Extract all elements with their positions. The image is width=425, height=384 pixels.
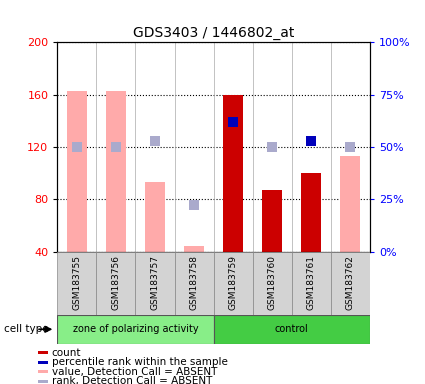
Bar	[106, 91, 126, 252]
Text: rank, Detection Call = ABSENT: rank, Detection Call = ABSENT	[51, 376, 212, 384]
Bar	[340, 156, 360, 252]
Point	[308, 137, 314, 144]
Point	[191, 202, 198, 209]
Text: count: count	[51, 348, 81, 358]
Text: value, Detection Call = ABSENT: value, Detection Call = ABSENT	[51, 367, 217, 377]
Text: GSM183759: GSM183759	[229, 255, 238, 310]
Point	[269, 144, 275, 150]
Bar	[38, 380, 48, 383]
Point	[152, 137, 159, 144]
Text: cell type: cell type	[4, 324, 49, 334]
Bar	[175, 252, 213, 317]
Bar	[136, 252, 175, 317]
Bar	[38, 370, 48, 373]
Bar	[145, 182, 165, 252]
Text: GSM183757: GSM183757	[150, 255, 159, 310]
Bar	[38, 361, 48, 364]
Bar	[252, 252, 292, 317]
Bar	[213, 252, 252, 317]
Text: GSM183758: GSM183758	[190, 255, 198, 310]
Bar	[213, 315, 370, 344]
Bar	[96, 252, 136, 317]
Bar	[301, 173, 321, 252]
Text: percentile rank within the sample: percentile rank within the sample	[51, 357, 227, 367]
Bar	[262, 190, 282, 252]
Point	[113, 144, 119, 150]
Title: GDS3403 / 1446802_at: GDS3403 / 1446802_at	[133, 26, 294, 40]
Text: GSM183761: GSM183761	[307, 255, 316, 310]
Text: GSM183756: GSM183756	[111, 255, 120, 310]
Point	[74, 144, 80, 150]
Text: control: control	[275, 324, 309, 334]
Point	[347, 144, 354, 150]
Text: GSM183760: GSM183760	[268, 255, 277, 310]
Bar	[67, 91, 87, 252]
Bar	[331, 252, 370, 317]
Text: GSM183762: GSM183762	[346, 255, 355, 310]
Bar	[57, 315, 213, 344]
Text: zone of polarizing activity: zone of polarizing activity	[73, 324, 198, 334]
Text: GSM183755: GSM183755	[72, 255, 82, 310]
Bar	[223, 94, 243, 252]
Point	[230, 119, 236, 125]
Bar	[57, 252, 96, 317]
Bar	[184, 246, 204, 252]
Bar	[38, 351, 48, 354]
Bar	[292, 252, 331, 317]
